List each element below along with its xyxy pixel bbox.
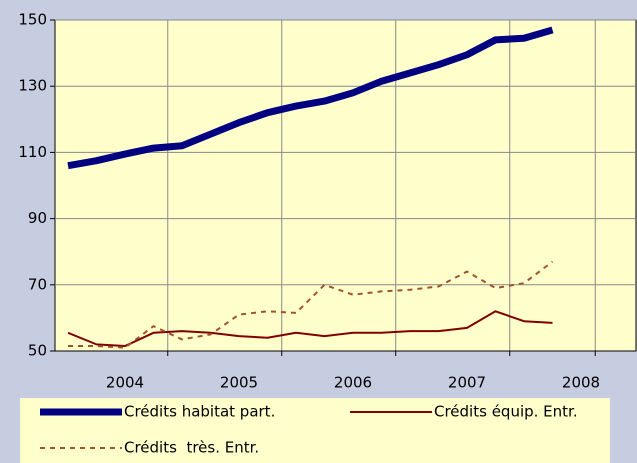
series-line — [67, 310, 553, 348]
plot-area — [54, 19, 637, 352]
series-line — [67, 26, 554, 170]
y-tick-label: 110 — [18, 143, 47, 161]
y-tick-label: 150 — [18, 11, 47, 29]
x-tick-label: 2005 — [220, 374, 258, 392]
y-tick-label: 90 — [28, 209, 47, 227]
y-tick-label: 130 — [18, 77, 47, 95]
legend-label: Crédits très. Entr. — [124, 439, 259, 457]
y-tick-label: 50 — [28, 342, 47, 360]
x-tick-label: 2008 — [562, 374, 600, 392]
x-tick-label: 2007 — [448, 374, 486, 392]
x-tick-label: 2004 — [106, 374, 144, 392]
legend-label: Crédits équip. Entr. — [434, 403, 578, 421]
y-tick-label: 70 — [28, 275, 47, 293]
legend-label: Crédits habitat part. — [124, 403, 275, 421]
x-tick-label: 2006 — [334, 374, 372, 392]
